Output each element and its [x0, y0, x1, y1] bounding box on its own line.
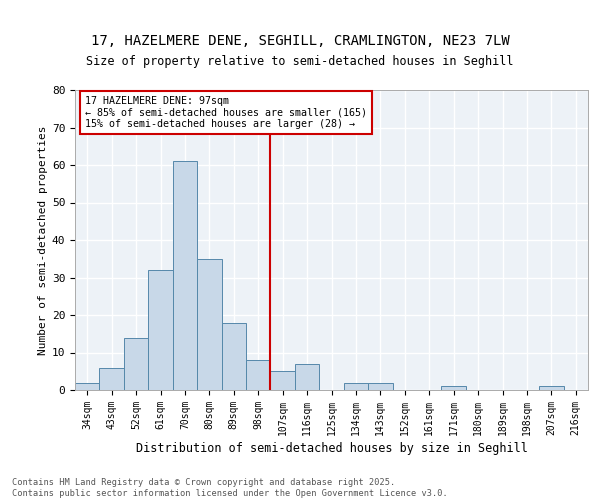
Bar: [295, 364, 319, 390]
Bar: [271, 371, 295, 390]
Bar: [442, 386, 466, 390]
Bar: [124, 338, 148, 390]
X-axis label: Distribution of semi-detached houses by size in Seghill: Distribution of semi-detached houses by …: [136, 442, 527, 455]
Text: 17 HAZELMERE DENE: 97sqm
← 85% of semi-detached houses are smaller (165)
15% of : 17 HAZELMERE DENE: 97sqm ← 85% of semi-d…: [85, 96, 367, 129]
Text: Size of property relative to semi-detached houses in Seghill: Size of property relative to semi-detach…: [86, 54, 514, 68]
Bar: [197, 259, 221, 390]
Bar: [344, 382, 368, 390]
Bar: [368, 382, 392, 390]
Text: Contains HM Land Registry data © Crown copyright and database right 2025.
Contai: Contains HM Land Registry data © Crown c…: [12, 478, 448, 498]
Bar: [539, 386, 563, 390]
Bar: [173, 161, 197, 390]
Text: 17, HAZELMERE DENE, SEGHILL, CRAMLINGTON, NE23 7LW: 17, HAZELMERE DENE, SEGHILL, CRAMLINGTON…: [91, 34, 509, 48]
Y-axis label: Number of semi-detached properties: Number of semi-detached properties: [38, 125, 47, 355]
Bar: [75, 382, 100, 390]
Bar: [100, 368, 124, 390]
Bar: [148, 270, 173, 390]
Bar: [221, 322, 246, 390]
Bar: [246, 360, 271, 390]
